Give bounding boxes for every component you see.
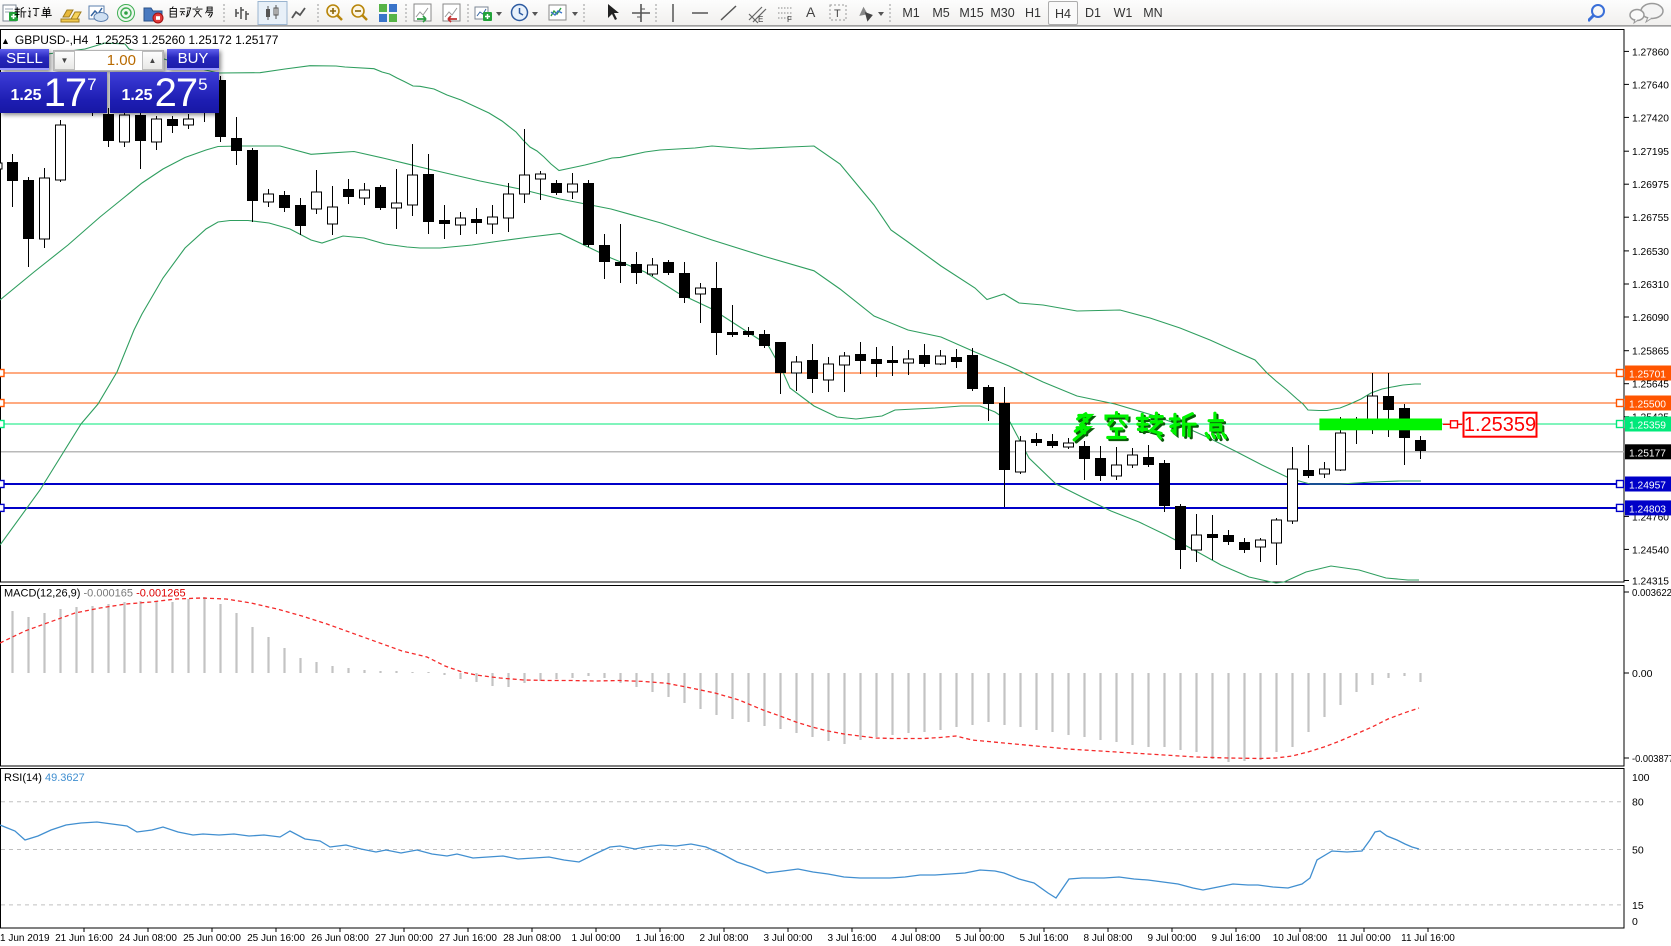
svg-text:50: 50	[1632, 845, 1644, 857]
svg-text:1.26310: 1.26310	[1632, 279, 1669, 291]
svg-text:10 Jul 08:00: 10 Jul 08:00	[1273, 933, 1328, 944]
svg-text:1.27640: 1.27640	[1632, 79, 1669, 91]
svg-text:T: T	[834, 8, 841, 20]
svg-text:1.25177: 1.25177	[1629, 447, 1666, 459]
svg-text:1.25359: 1.25359	[1629, 420, 1666, 432]
svg-text:1 Jul 00:00: 1 Jul 00:00	[572, 933, 621, 944]
svg-text:1.27420: 1.27420	[1632, 112, 1669, 124]
svg-text:4 Jul 08:00: 4 Jul 08:00	[892, 933, 941, 944]
svg-text:28 Jun 08:00: 28 Jun 08:00	[503, 933, 561, 944]
svg-text:5 Jul 00:00: 5 Jul 00:00	[956, 933, 1005, 944]
svg-text:21 Jun 16:00: 21 Jun 16:00	[55, 933, 113, 944]
svg-text:0: 0	[1632, 916, 1638, 928]
svg-text:1.25359: 1.25359	[1464, 414, 1536, 436]
svg-text:0.003622: 0.003622	[1632, 587, 1671, 599]
svg-text:11 Jul 00:00: 11 Jul 00:00	[1337, 933, 1391, 944]
svg-text:24 Jun 08:00: 24 Jun 08:00	[119, 933, 177, 944]
svg-text:27 Jun 16:00: 27 Jun 16:00	[439, 933, 497, 944]
svg-text:25 Jun 16:00: 25 Jun 16:00	[247, 933, 305, 944]
svg-text:RSI(14) 49.3627: RSI(14) 49.3627	[4, 772, 85, 784]
svg-text:E: E	[758, 15, 763, 24]
svg-text:MACD(12,26,9) -0.000165 -0.001: MACD(12,26,9) -0.000165 -0.001265	[4, 588, 186, 600]
svg-text:15: 15	[1632, 900, 1644, 912]
svg-text:A: A	[806, 4, 816, 20]
svg-text:25 Jun 00:00: 25 Jun 00:00	[183, 933, 241, 944]
svg-text:1.25645: 1.25645	[1632, 379, 1669, 391]
svg-text:5 Jul 16:00: 5 Jul 16:00	[1020, 933, 1069, 944]
svg-text:9 Jul 16:00: 9 Jul 16:00	[1212, 933, 1261, 944]
svg-text:3 Jul 16:00: 3 Jul 16:00	[828, 933, 877, 944]
svg-text:9 Jul 00:00: 9 Jul 00:00	[1148, 933, 1197, 944]
svg-text:1.26755: 1.26755	[1632, 212, 1669, 224]
svg-text:27 Jun 00:00: 27 Jun 00:00	[375, 933, 433, 944]
svg-text:1.26530: 1.26530	[1632, 246, 1669, 258]
svg-text:3 Jul 00:00: 3 Jul 00:00	[764, 933, 813, 944]
svg-text:26 Jun 08:00: 26 Jun 08:00	[311, 933, 369, 944]
svg-text:2 Jul 08:00: 2 Jul 08:00	[700, 933, 749, 944]
svg-text:8 Jul 08:00: 8 Jul 08:00	[1084, 933, 1133, 944]
svg-text:1.25500: 1.25500	[1629, 399, 1666, 411]
svg-text:100: 100	[1632, 772, 1650, 784]
svg-text:1.26090: 1.26090	[1632, 312, 1669, 324]
svg-text:1.24957: 1.24957	[1629, 480, 1666, 492]
svg-text:80: 80	[1632, 797, 1644, 809]
svg-text:1.24540: 1.24540	[1632, 544, 1669, 556]
svg-text:1.24315: 1.24315	[1632, 576, 1669, 588]
svg-text:1.25865: 1.25865	[1632, 346, 1669, 358]
svg-text:1 Jul 16:00: 1 Jul 16:00	[636, 933, 685, 944]
svg-text:1.25701: 1.25701	[1629, 369, 1666, 381]
svg-text:1.27860: 1.27860	[1632, 46, 1669, 58]
svg-text:1.24803: 1.24803	[1629, 503, 1666, 515]
svg-text:0.00: 0.00	[1632, 668, 1653, 680]
svg-text:F: F	[787, 15, 792, 24]
svg-text:1.27195: 1.27195	[1632, 146, 1669, 158]
svg-text:-0.003877: -0.003877	[1632, 753, 1671, 765]
svg-text:1.26975: 1.26975	[1632, 179, 1669, 191]
svg-text:21 Jun 2019: 21 Jun 2019	[0, 933, 50, 944]
svg-text:11 Jul 16:00: 11 Jul 16:00	[1401, 933, 1455, 944]
